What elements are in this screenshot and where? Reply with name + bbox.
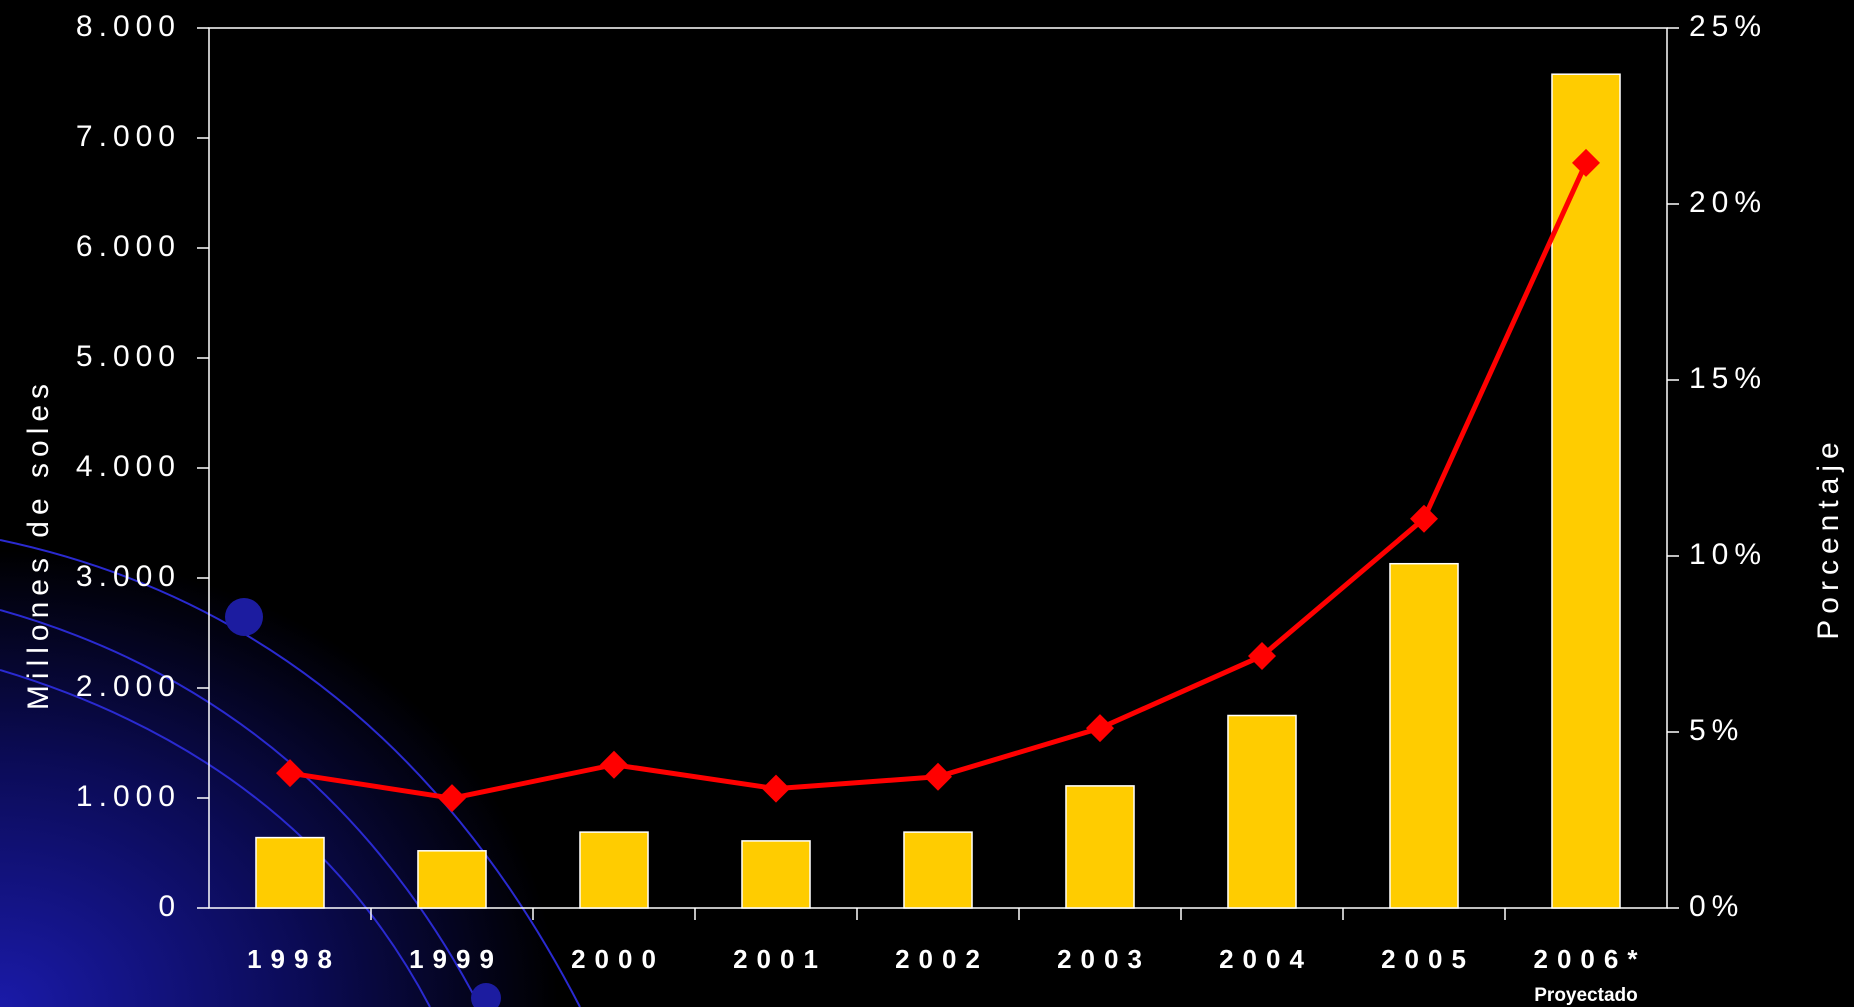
line-marker (1248, 641, 1276, 670)
y-tick-label: 2.000 (76, 670, 181, 703)
y-tick-label: 8.000 (76, 10, 181, 43)
line-marker (438, 784, 466, 813)
bar (1389, 562, 1459, 909)
y2-tick-label: 25% (1689, 10, 1767, 43)
bar (1551, 73, 1621, 909)
bar (579, 831, 649, 909)
x-tick-label: 2002 (895, 944, 989, 974)
decoration-dot (225, 598, 263, 636)
y-axis-title: Millones de soles (22, 378, 55, 710)
y2-axis-title: Porcentaje (1812, 436, 1845, 639)
x-tick-label: 2001 (733, 944, 827, 974)
y-tick-label: 0 (158, 890, 181, 923)
line-marker (276, 759, 304, 788)
x-tick-label: 2005 (1381, 944, 1475, 974)
y2-tick-label: 15% (1689, 362, 1767, 395)
y-tick-label: 3.000 (76, 560, 181, 593)
annotation: Proyectado (1534, 985, 1637, 1006)
background-glow (0, 500, 620, 1007)
line-marker (1572, 148, 1600, 177)
line-marker (1086, 714, 1114, 743)
x-tick-label: 2004 (1219, 944, 1313, 974)
bar (1065, 785, 1135, 909)
x-tick-label: 2003 (1057, 944, 1151, 974)
x-tick-label: 2000 (571, 944, 665, 974)
x-tick-label: 1998 (247, 944, 341, 974)
line-marker (1410, 504, 1438, 533)
x-tick-label: 1999 (409, 944, 503, 974)
line-marker (924, 762, 952, 791)
y-tick-label: 5.000 (76, 340, 181, 373)
line-marker (762, 774, 790, 803)
y2-tick-label: 20% (1689, 186, 1767, 219)
y2-tick-label: 10% (1689, 538, 1767, 571)
bar (417, 850, 487, 909)
bar (1227, 714, 1297, 909)
bar (903, 831, 973, 909)
y2-tick-label: 0% (1689, 890, 1744, 923)
decoration (0, 539, 581, 1007)
y-tick-label: 7.000 (76, 120, 181, 153)
bar (255, 836, 325, 909)
y-tick-label: 4.000 (76, 450, 181, 483)
x-tick-label: 2006* (1534, 944, 1647, 974)
decoration-dot (471, 983, 501, 1007)
y-tick-label: 6.000 (76, 230, 181, 263)
line-marker (600, 750, 628, 779)
bar (741, 840, 811, 909)
y2-tick-label: 5% (1689, 714, 1744, 747)
y-tick-label: 1.000 (76, 780, 181, 813)
